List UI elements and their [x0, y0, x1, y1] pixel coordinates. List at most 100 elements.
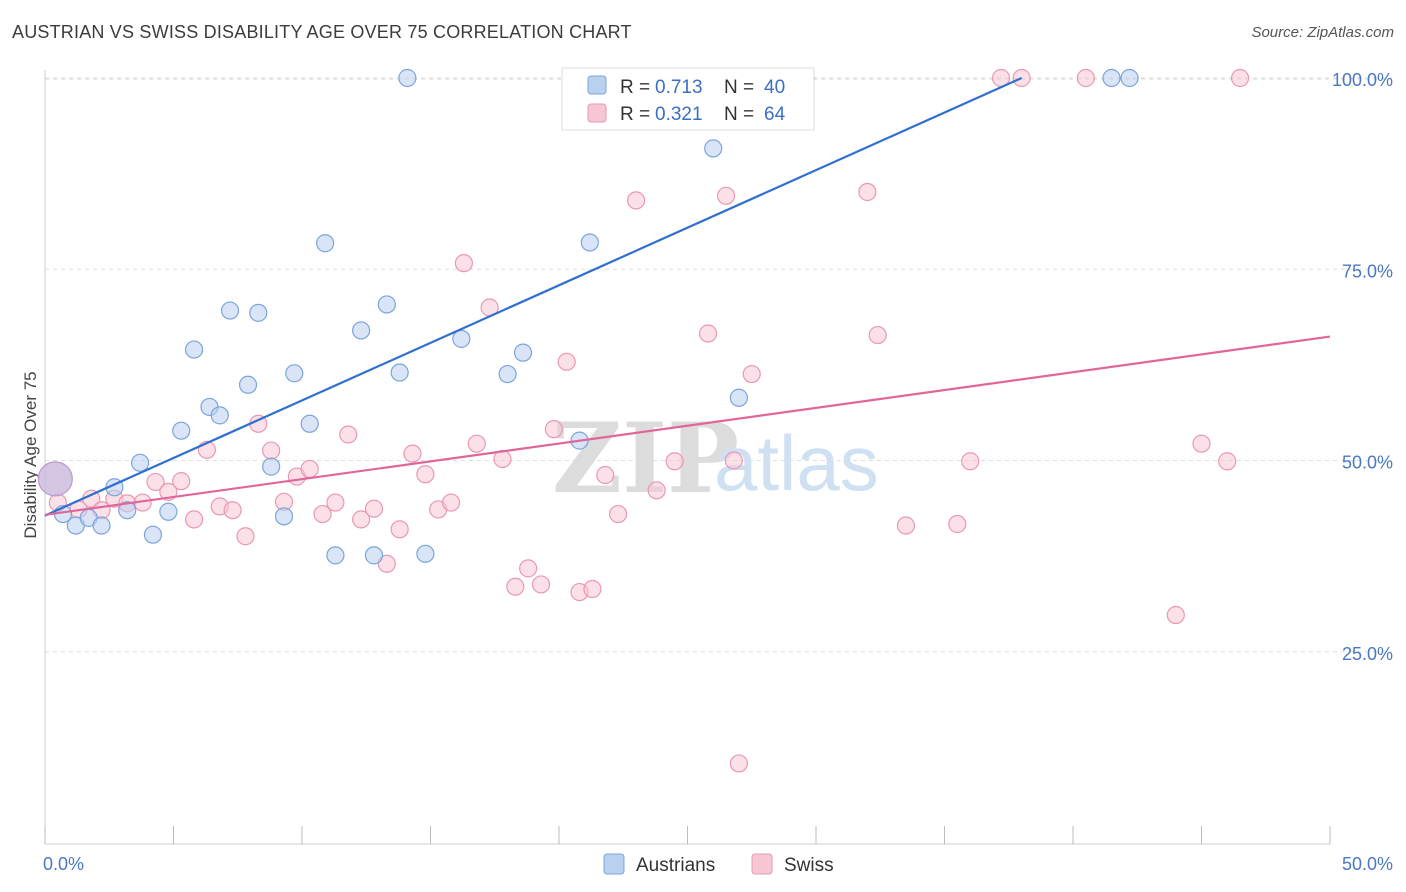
austrians-point-16	[249, 303, 268, 322]
austrians-point-13	[210, 406, 229, 425]
austrians-point-29	[452, 329, 471, 348]
swiss-point-25	[377, 554, 396, 573]
y-tick-label-1: 50.0%	[1342, 453, 1393, 473]
bottom-legend-swatch-swiss	[751, 853, 773, 875]
swiss-point-14	[236, 527, 255, 546]
austrians-point-6	[118, 501, 137, 520]
swiss-point-39	[557, 352, 576, 371]
swiss-point-53	[868, 325, 887, 345]
austrians-point-31	[513, 343, 533, 362]
legend-r-label-swiss: R =	[620, 104, 650, 125]
swiss-point-9	[172, 472, 191, 491]
austrians-point-24	[364, 546, 384, 565]
legend-swatch-swiss	[587, 103, 607, 123]
austrians-point-19	[285, 364, 304, 383]
bottom-legend-label-swiss: Swiss	[784, 855, 834, 876]
austrians-point-36	[729, 388, 749, 407]
legend-r-value-swiss: 0.321	[655, 104, 703, 125]
austrians-point-20	[300, 414, 319, 433]
trend-lines	[44, 76, 1331, 517]
legend-n-value-austrians: 40	[764, 77, 785, 98]
swiss-point-55	[948, 514, 967, 534]
austrians-point-10	[172, 421, 191, 440]
swiss-point-26	[390, 520, 409, 539]
swiss-point-60	[1166, 605, 1185, 625]
legend-n-value-swiss: 64	[764, 104, 786, 125]
swiss-point-63	[1230, 68, 1250, 88]
legend-r-value-austrians: 0.713	[655, 77, 703, 98]
swiss-point-36	[519, 559, 538, 578]
swiss-point-10	[184, 510, 204, 529]
swiss-point-35	[506, 577, 525, 596]
swiss-point-44	[626, 191, 646, 210]
y-tick-label-2: 75.0%	[1342, 261, 1393, 281]
austrians-point-14	[220, 301, 240, 320]
source-credit: Source: ZipAtlas.com	[1251, 24, 1394, 41]
austrians-point-28	[416, 544, 435, 563]
swiss-point-38	[544, 420, 563, 439]
austrians-point-9	[159, 502, 178, 521]
austrians-point-38	[1102, 68, 1121, 88]
y-axis-label: Disability Age Over 75	[21, 371, 40, 538]
swiss-point-7	[146, 472, 165, 492]
swiss-point-45	[647, 481, 666, 500]
trendline-swiss	[44, 335, 1331, 516]
swiss-point-50	[729, 754, 749, 773]
austrians-point-23	[352, 321, 371, 340]
series-austrians	[37, 68, 1139, 565]
x-tick-label-max: 50.0%	[1342, 854, 1393, 874]
swiss-point-24	[364, 499, 384, 518]
austrians-point-17	[262, 457, 281, 476]
swiss-point-43	[609, 504, 628, 524]
swiss-point-31	[454, 254, 474, 273]
grid-lines	[45, 77, 1392, 653]
bottom-legend-swatch-austrians	[603, 853, 625, 875]
swiss-point-42	[596, 465, 615, 485]
swiss-point-13	[223, 501, 242, 520]
swiss-point-22	[339, 425, 358, 444]
y-tick-labels: 25.0% 50.0% 75.0% 100.0%	[1332, 70, 1393, 664]
swiss-point-48	[716, 186, 736, 205]
austrians-point-11	[184, 340, 204, 359]
swiss-point-51	[742, 364, 761, 384]
swiss-point-47	[698, 324, 718, 343]
austrians-point-7	[130, 453, 150, 472]
austrians-point-22	[326, 546, 345, 565]
austrians-point-33	[580, 233, 599, 252]
austrians-point-26	[390, 363, 409, 382]
austrians-point-8	[143, 525, 163, 544]
y-tick-label-0: 25.0%	[1342, 644, 1393, 664]
bottom-legend-label-austrians: Austrians	[636, 855, 715, 876]
austrians-point-21	[316, 234, 335, 253]
legend-n-label-swiss: N =	[724, 104, 754, 125]
swiss-point-20	[313, 504, 332, 524]
austrians-point-30	[498, 364, 517, 384]
austrians-point-25	[377, 295, 396, 314]
series-swiss	[48, 68, 1250, 773]
y-tick-label-3: 100.0%	[1332, 70, 1393, 90]
swiss-point-41	[583, 579, 602, 599]
watermark-zip: ZIP	[552, 402, 739, 515]
swiss-point-46	[665, 452, 684, 471]
swiss-point-27	[403, 444, 422, 463]
swiss-point-16	[262, 441, 281, 460]
swiss-point-30	[441, 493, 461, 512]
swiss-point-62	[1218, 452, 1237, 471]
swiss-point-49	[724, 451, 743, 470]
austrians-point-35	[704, 139, 723, 158]
swiss-point-56	[961, 452, 980, 471]
legend-n-label-austrians: N =	[724, 77, 754, 98]
swiss-point-37	[531, 575, 551, 594]
swiss-point-28	[416, 465, 435, 484]
swiss-point-23	[352, 510, 371, 529]
austrians-point-18	[274, 507, 294, 526]
trendline-austrians	[44, 76, 1023, 517]
swiss-point-52	[858, 182, 877, 202]
series-legend: Austrians Swiss	[603, 853, 834, 876]
stats-legend: R = 0.713 N = 40 R = 0.321 N = 64	[561, 67, 815, 131]
legend-swatch-austrians	[587, 75, 607, 95]
swiss-point-54	[896, 516, 916, 535]
swiss-point-19	[300, 459, 319, 479]
chart-title: AUSTRIAN VS SWISS DISABILITY AGE OVER 75…	[12, 22, 632, 42]
